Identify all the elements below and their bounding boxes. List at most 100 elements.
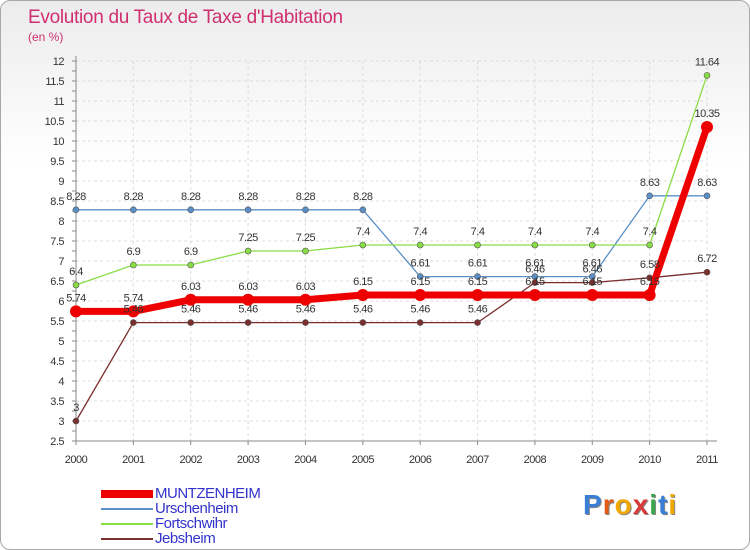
data-label: 6.15 [410,276,430,288]
x-tick-label: 2000 [65,454,88,466]
x-tick-label: 2003 [237,454,260,466]
data-label: 7.4 [528,226,542,238]
data-point [531,273,539,280]
data-label: 6.4 [69,266,83,278]
data-label: 6.46 [583,264,603,276]
data-point [72,281,80,289]
legend-label: Urschenheim [155,500,238,517]
data-label: 6.61 [468,258,488,270]
data-label: 6.03 [296,281,316,293]
data-point [127,305,140,318]
data-point [244,247,252,255]
data-point [416,273,424,280]
data-label: 6.58 [640,259,660,271]
y-tick-label: 9.5 [50,156,64,168]
data-point [302,206,309,214]
data-label: 6.9 [184,246,198,258]
data-label: 6.15 [640,276,660,288]
data-point [416,319,424,326]
data-label: 6.9 [126,246,140,258]
data-label: 5.74 [124,292,144,304]
data-label: 8.28 [66,191,86,203]
data-point [471,289,484,301]
data-point [359,319,367,326]
data-point [531,241,539,249]
data-label: 8.63 [640,177,660,189]
data-point [244,319,252,326]
data-label: 8.63 [697,177,717,189]
data-label: 7.4 [471,226,485,238]
data-point [703,72,711,79]
data-point [302,319,309,326]
data-label: 6.46 [525,264,545,276]
data-point [528,289,541,301]
data-point [130,261,137,269]
data-point [474,319,481,326]
legend-swatch [101,490,153,498]
y-tick-label: 3 [58,416,64,428]
x-tick-label: 2007 [466,454,489,466]
y-tick-label: 6.5 [50,276,64,288]
data-label: 5.46 [124,304,144,316]
data-point [703,192,711,200]
data-point [703,268,711,276]
data-point [701,121,713,133]
legend-label: MUNTZENHEIM [155,485,261,502]
data-point [588,241,596,249]
data-point [187,319,195,326]
y-tick-label: 5 [58,336,64,348]
data-point [72,206,80,214]
data-point [356,289,369,301]
data-label: 6.61 [525,258,545,270]
data-label: 6.72 [697,253,717,265]
y-tick-label: 7.5 [50,236,64,248]
data-point [299,293,312,306]
data-point [130,206,137,214]
data-label: 5.74 [66,292,86,304]
y-tick-label: 6 [58,296,64,308]
unit-label: (en %) [28,30,64,44]
data-label: 5.46 [181,304,201,316]
data-label: 7.4 [585,226,599,238]
data-point [588,273,596,280]
y-tick-label: 12 [53,56,65,68]
data-label: 6.15 [353,276,373,288]
proxiti-logo: Proxiti [583,489,678,520]
y-tick-label: 10 [53,136,65,148]
data-point [359,241,367,249]
data-label: 5.46 [296,304,316,316]
series-line-muntzenheim [76,125,711,315]
y-tick-label: 10.5 [45,116,65,128]
x-tick-label: 2002 [179,454,202,466]
data-label: 5.46 [353,304,373,316]
data-point [244,206,252,214]
y-tick-label: 2.5 [50,436,64,448]
data-point [302,247,309,255]
y-tick-label: 11 [54,96,65,108]
legend-label: Fortschwihr [155,515,228,532]
data-label: 11.64 [695,56,720,68]
data-point [474,273,481,280]
data-point [646,241,653,249]
data-label: 6.15 [583,276,603,288]
data-label: 7.4 [356,226,370,238]
data-label: 7.25 [238,232,258,244]
x-tick-label: 2001 [122,454,145,466]
data-point [242,293,255,306]
data-label: 7.25 [296,232,316,244]
y-tick-label: 4 [58,376,64,388]
data-label: 5.46 [468,304,488,316]
data-point [187,261,195,269]
data-point [187,206,195,214]
data-label: 8.28 [296,191,316,203]
x-tick-label: 2005 [352,454,375,466]
legend-label: Jebsheim [155,530,216,547]
data-label: 7.4 [413,226,427,238]
data-point [184,293,197,306]
x-tick-label: 2009 [581,454,604,466]
y-tick-label: 8.5 [50,196,64,208]
data-label: 3 [73,402,79,414]
y-tick-label: 3.5 [50,396,64,408]
legend-swatch [101,523,153,525]
